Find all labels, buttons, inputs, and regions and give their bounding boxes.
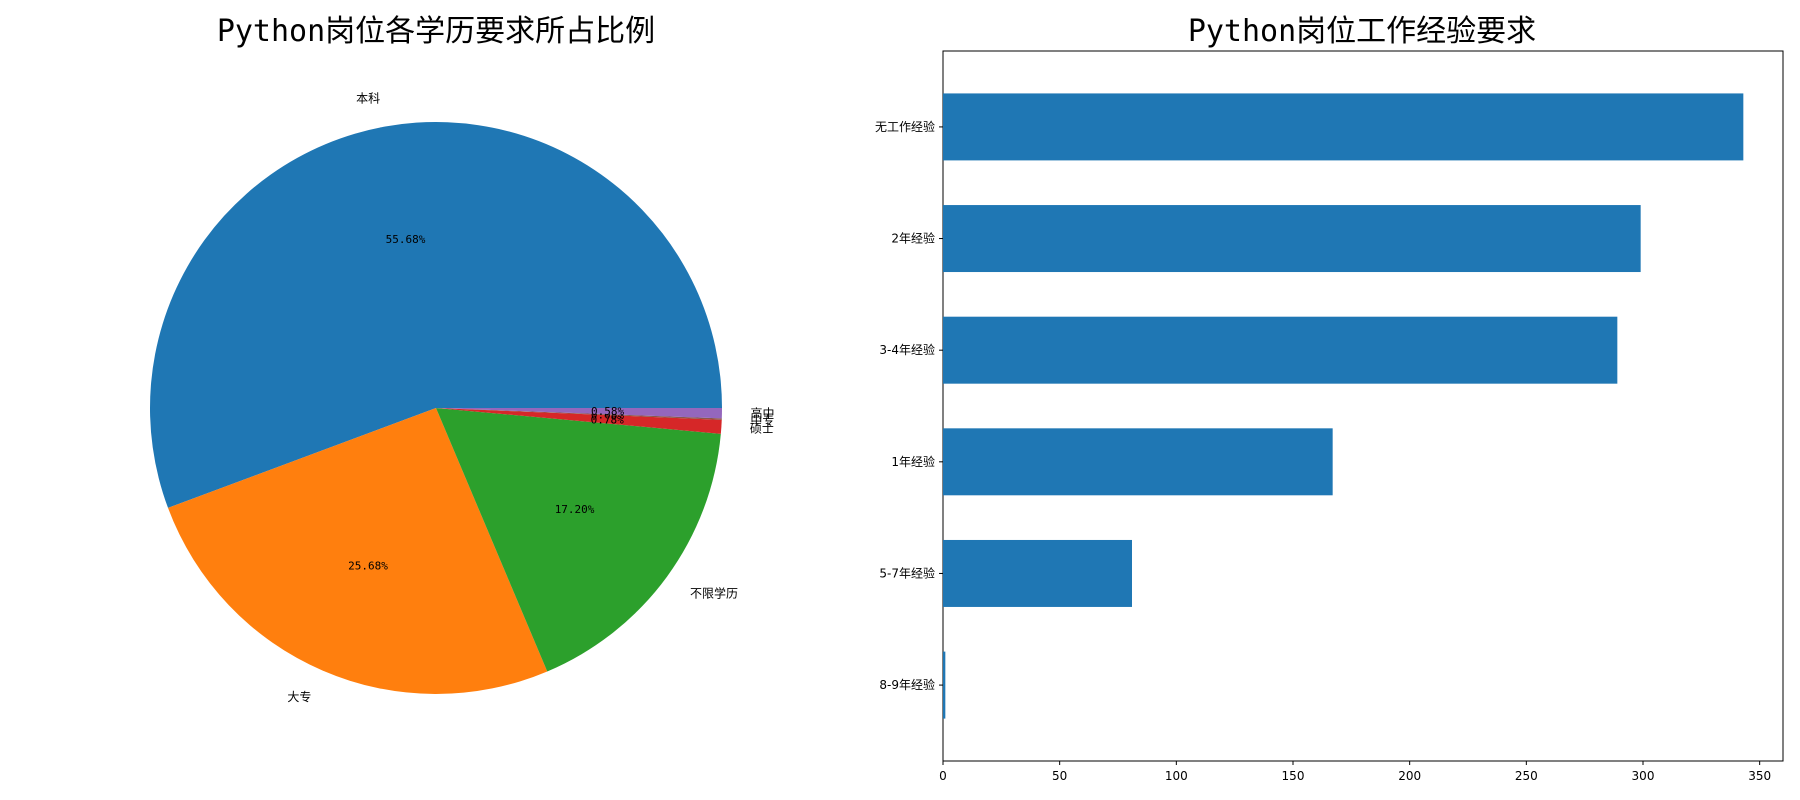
bar [943, 205, 1641, 273]
x-tick-label: 300 [1632, 769, 1655, 783]
pie-slice-percent: 25.68% [348, 560, 388, 573]
pie-slice [436, 408, 722, 420]
x-tick-label: 0 [939, 769, 947, 783]
x-tick-label: 250 [1515, 769, 1538, 783]
bar [943, 651, 946, 719]
pie-slice-percent: 17.20% [555, 503, 595, 516]
x-tick-label: 50 [1052, 769, 1067, 783]
bar [943, 428, 1333, 496]
y-tick-label: 2年经验 [891, 231, 935, 246]
pie-slice [436, 408, 721, 672]
bar-plot-frame [942, 50, 1784, 762]
pie-slice-label: 不限学历 [690, 586, 738, 601]
pie-slice-label: 硕士 [750, 422, 774, 436]
pie-slice-label: 高中 [751, 406, 775, 421]
bar [943, 316, 1618, 384]
bar-title: Python岗位工作经验要求 [1188, 14, 1536, 49]
y-tick-label: 1年经验 [891, 454, 935, 469]
pie-slice-percent: 0.58% [591, 405, 624, 418]
pie-slice-label: 中专 [750, 412, 774, 427]
x-tick-label: 200 [1398, 769, 1421, 783]
y-tick-label: 3-4年经验 [879, 342, 935, 357]
pie-title: Python岗位各学历要求所占比例 [217, 14, 655, 49]
pie-slice [436, 408, 722, 434]
pie-slice-label: 本科 [356, 91, 380, 105]
bar [943, 539, 1132, 607]
pie-slice [168, 408, 548, 694]
x-tick-label: 350 [1748, 769, 1771, 783]
pie-chart: Python岗位各学历要求所占比例 本科 55.68% 大专 25.68% 不限学历 17… [150, 14, 775, 704]
pie-slice [150, 122, 722, 508]
pie-slice-label: 大专 [287, 689, 311, 704]
y-tick-label: 5-7年经验 [879, 565, 935, 580]
pie-slice-percent: 0.78% [591, 413, 624, 426]
bar [943, 93, 1744, 161]
y-tick-label: 无工作经验 [875, 119, 935, 134]
y-tick-label: 8-9年经验 [879, 677, 935, 692]
pie-slice [436, 408, 722, 419]
bar-chart: Python岗位工作经验要求 无工作经验 2年经验 3-4年经验 1年经验 5-7年经验… [875, 14, 1784, 783]
x-tick-label: 100 [1165, 769, 1188, 783]
pie-slice-percent: 55.68% [386, 233, 426, 246]
x-tick-label: 150 [1282, 769, 1305, 783]
